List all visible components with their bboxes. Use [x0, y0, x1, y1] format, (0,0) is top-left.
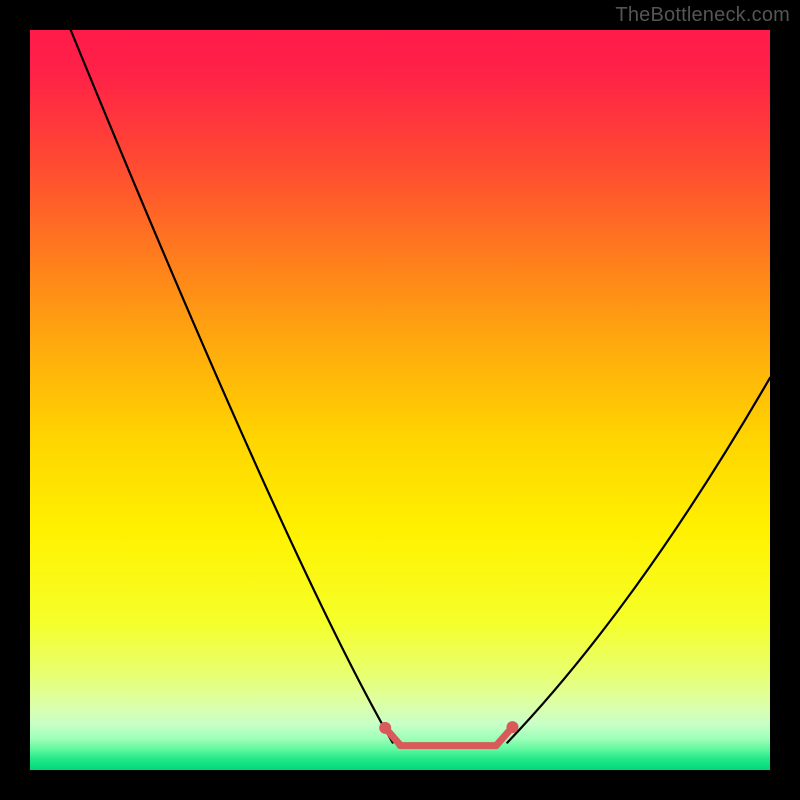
chart-frame: TheBottleneck.com — [0, 0, 800, 800]
bottleneck-chart — [0, 0, 800, 800]
gradient-background — [30, 30, 770, 770]
watermark-text: TheBottleneck.com — [615, 4, 790, 27]
